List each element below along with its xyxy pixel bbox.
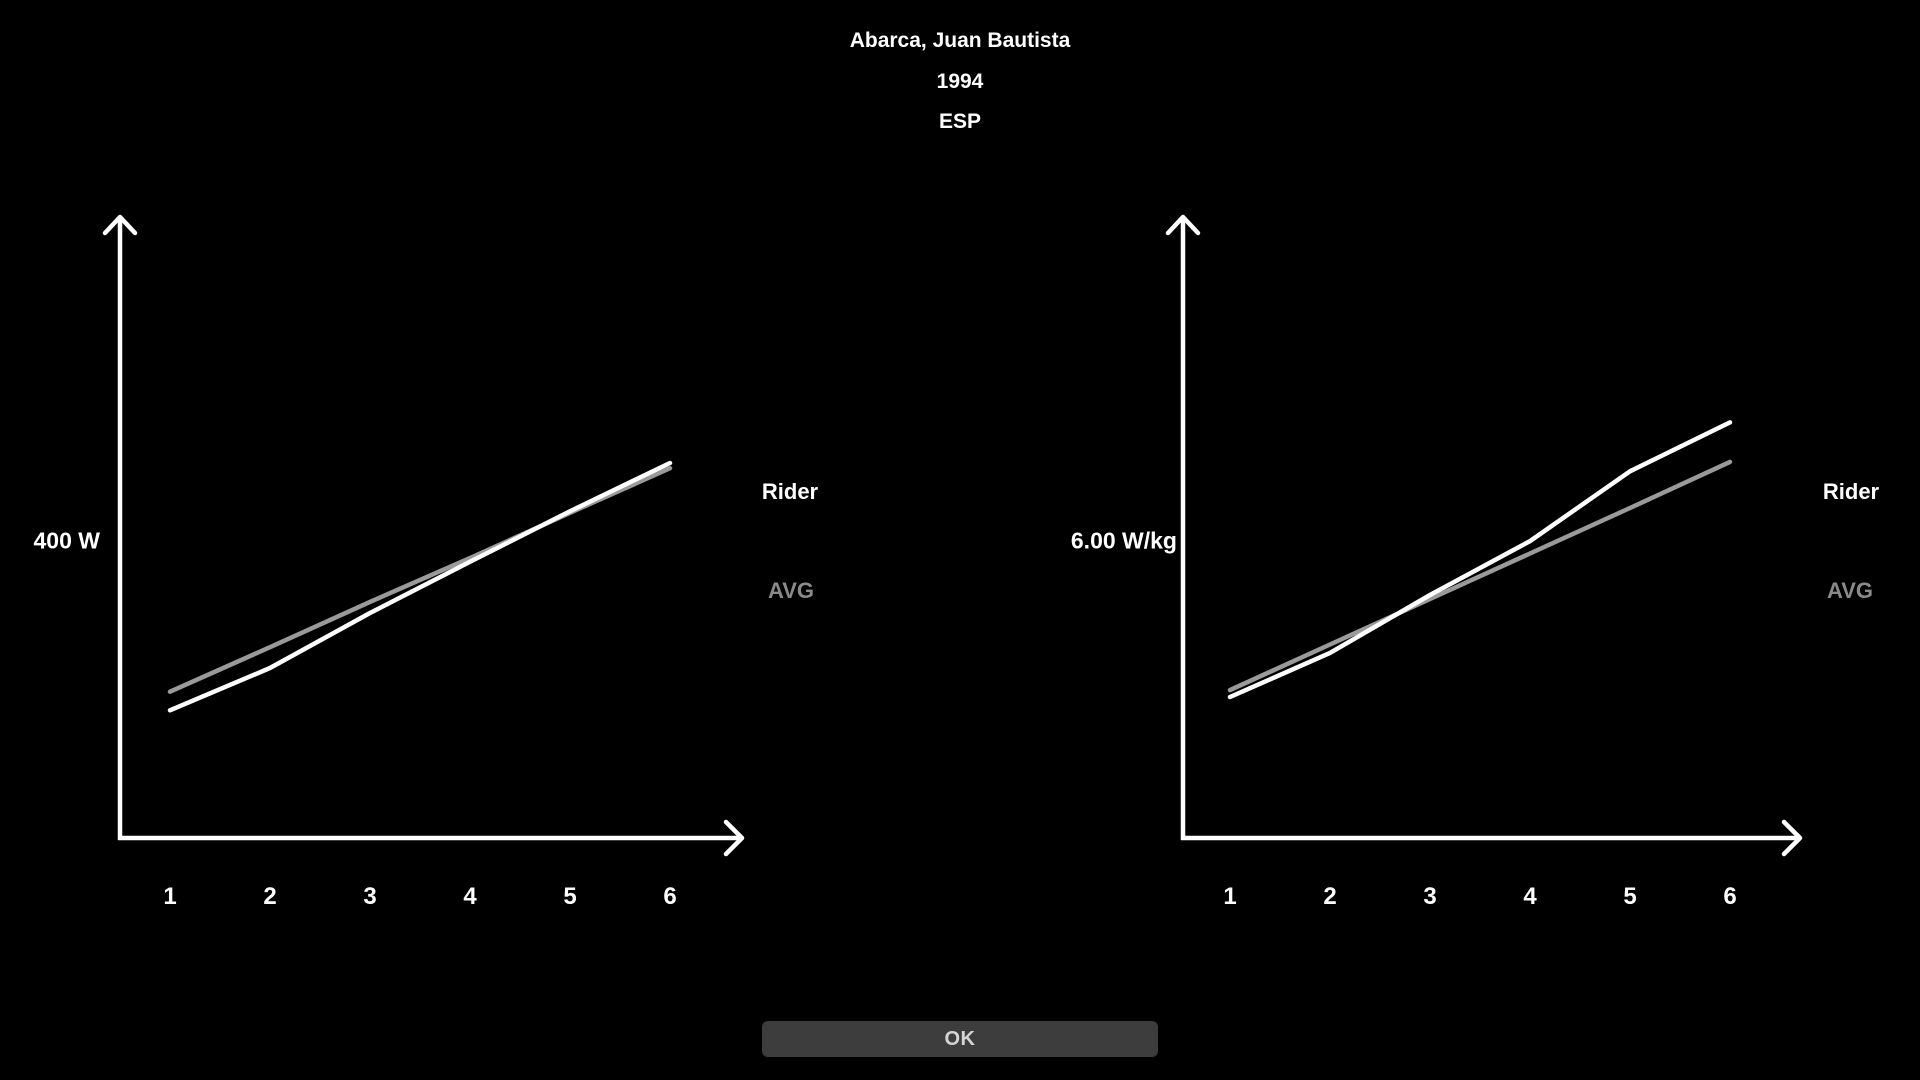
rider-series-line: [1227, 420, 1733, 700]
legend-rider-right: Rider: [1822, 479, 1880, 504]
y-axis-label-watts: 400 W: [33, 527, 100, 554]
x-axis-arrowhead-icon: [1781, 819, 1803, 857]
rider-country: ESP: [938, 110, 982, 133]
ok-button-label: OK: [944, 1027, 976, 1050]
legend-avg-right: AVG: [1826, 578, 1874, 603]
avg-series-line: [1227, 459, 1733, 693]
ok-button[interactable]: OK: [762, 1021, 1158, 1057]
right-chart-series-lines: [1227, 420, 1733, 700]
y-axis-label-wkg: 6.00 W/kg: [1070, 527, 1177, 554]
y-axis-arrowhead-icon: [1165, 214, 1201, 236]
rider-name-title: Abarca, Juan Bautista: [849, 29, 1071, 52]
y-axis-arrowhead-icon: [102, 214, 138, 236]
rider-series-line: [167, 460, 673, 713]
legend-avg-left: AVG: [767, 578, 815, 603]
legend-rider-left: Rider: [761, 479, 819, 504]
avg-series-line: [167, 465, 673, 694]
left-chart-axes: [102, 214, 745, 857]
left-chart-series-lines: [167, 460, 673, 713]
x-axis-arrowhead-icon: [723, 819, 745, 857]
rider-year: 1994: [936, 70, 984, 93]
right-chart-axes: [1165, 214, 1803, 857]
